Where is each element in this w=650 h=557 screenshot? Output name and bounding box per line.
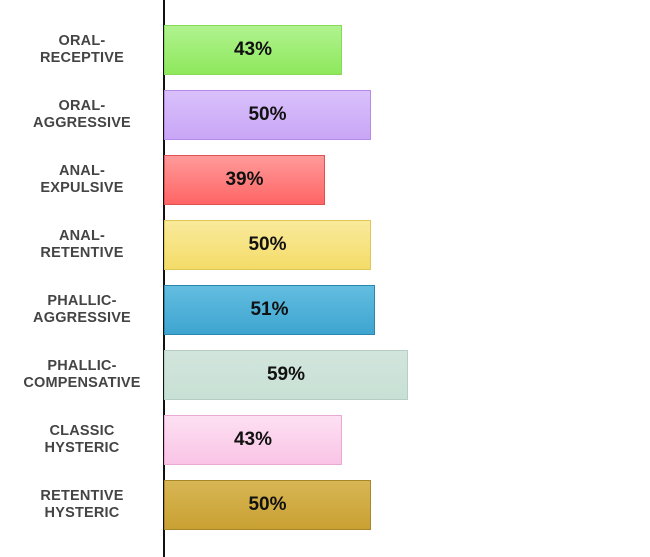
bar: 43% xyxy=(164,25,342,75)
bar-value-label: 43% xyxy=(233,39,273,60)
category-label: ANAL- RETENTIVE xyxy=(10,228,154,262)
category-label-line: COMPENSATIVE xyxy=(23,375,141,391)
category-label-line: RETENTIVE xyxy=(40,488,124,504)
category-label-line: RECEPTIVE xyxy=(40,50,124,66)
category-label: PHALLIC- COMPENSATIVE xyxy=(10,358,154,392)
category-label: CLASSIC HYSTERIC xyxy=(10,423,154,457)
category-label-line: HYSTERIC xyxy=(44,505,120,521)
category-label-line: RETENTIVE xyxy=(40,245,124,261)
category-label-line: ANAL- xyxy=(58,163,106,179)
category-label-line: CLASSIC xyxy=(49,423,115,439)
bar: 43% xyxy=(164,415,342,465)
category-label: ORAL- RECEPTIVE xyxy=(10,33,154,67)
category-label-line: ORAL- xyxy=(58,98,106,114)
bar-value-label: 50% xyxy=(248,494,287,515)
bar: 51% xyxy=(164,285,375,335)
category-label-line: EXPULSIVE xyxy=(40,180,124,196)
category-label-line: ANAL- xyxy=(58,228,106,244)
bar-value-label: 43% xyxy=(233,429,273,450)
bar-value-label: 50% xyxy=(248,104,287,125)
category-label-line: ORAL- xyxy=(58,33,106,49)
category-label-line: AGGRESSIVE xyxy=(33,115,131,131)
bar: 50% xyxy=(164,480,371,530)
bar: 39% xyxy=(164,155,325,205)
bar-value-label: 50% xyxy=(248,234,287,255)
bar-value-label: 59% xyxy=(266,364,306,385)
bar: 59% xyxy=(164,350,408,400)
bar: 50% xyxy=(164,90,371,140)
y-axis-line xyxy=(163,0,165,557)
category-label-line: PHALLIC- xyxy=(47,358,117,374)
category-label-line: AGGRESSIVE xyxy=(33,310,131,326)
category-label: ORAL- AGGRESSIVE xyxy=(10,98,154,132)
bar: 50% xyxy=(164,220,371,270)
category-label-line: PHALLIC- xyxy=(47,293,117,309)
bar-value-label: 39% xyxy=(225,169,264,190)
bar-value-label: 51% xyxy=(250,299,289,320)
category-label-line: HYSTERIC xyxy=(44,440,120,456)
category-label: PHALLIC- AGGRESSIVE xyxy=(10,293,154,327)
category-label: ANAL- EXPULSIVE xyxy=(10,163,154,197)
category-label: RETENTIVE HYSTERIC xyxy=(10,488,154,522)
